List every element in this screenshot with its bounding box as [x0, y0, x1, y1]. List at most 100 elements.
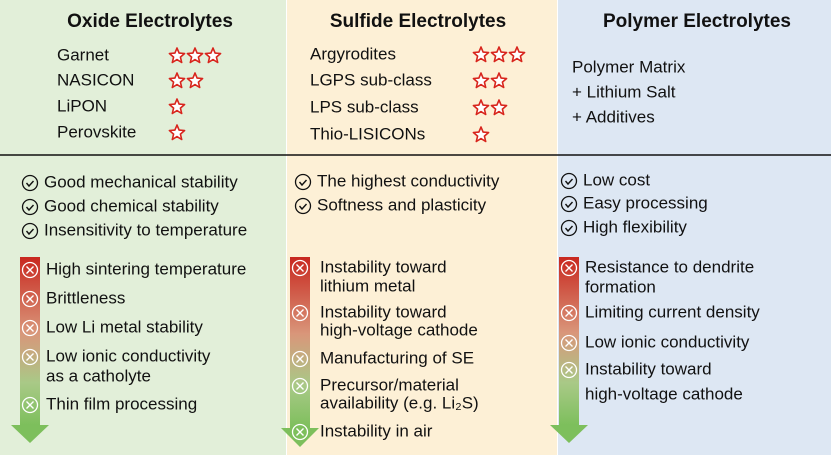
check-icon — [560, 219, 578, 237]
gradient-arrow-shaft — [20, 257, 40, 425]
con-text: Precursor/material — [320, 375, 459, 394]
star — [204, 47, 222, 64]
cross-mark — [565, 339, 573, 347]
check-icon — [21, 222, 39, 240]
check-mark — [564, 225, 574, 233]
con-text: availability (e.g. Li₂S) — [320, 393, 479, 412]
star-rating — [168, 47, 222, 64]
star-rating — [472, 72, 508, 89]
cross-mark — [296, 309, 304, 317]
check-mark — [25, 204, 35, 212]
gradient-arrow-shaft — [559, 257, 579, 425]
material-name: Argyrodites — [310, 44, 396, 63]
con-text: High sintering temperature — [46, 259, 246, 278]
gradient-arrow-head — [550, 425, 588, 443]
cross-mark — [296, 382, 304, 390]
cross-mark — [296, 428, 304, 436]
cross-mark — [26, 266, 34, 274]
check-icon — [294, 197, 312, 215]
con-text: as a catholyte — [46, 366, 151, 385]
star-rating — [168, 124, 186, 141]
star-rating — [472, 126, 490, 143]
material-name: Perovskite — [57, 122, 136, 141]
star — [168, 47, 186, 64]
con-text: Instability toward — [320, 302, 447, 321]
star-rating — [168, 98, 186, 115]
con-text: Resistance to dendrite — [585, 257, 754, 276]
star — [472, 126, 490, 143]
cross-icon — [21, 261, 39, 279]
con-text: lithium metal — [320, 276, 415, 295]
cross-icon — [291, 350, 309, 368]
check-icon — [560, 172, 578, 190]
pro-text: Low cost — [583, 170, 650, 189]
column-background — [0, 0, 286, 455]
cross-icon — [291, 377, 309, 395]
gradient-arrow-head — [11, 425, 49, 443]
composition-line: Polymer Matrix — [572, 57, 686, 76]
cross-icon — [291, 423, 309, 441]
pro-text: High flexibility — [583, 217, 687, 236]
cross-icon — [560, 259, 578, 277]
cross-icon — [560, 334, 578, 352]
check-mark — [298, 203, 308, 211]
con-text: Instability toward — [585, 359, 712, 378]
con-text: high-voltage cathode — [585, 384, 743, 403]
cross-icon — [21, 348, 39, 366]
star — [508, 46, 526, 63]
check-icon — [21, 174, 39, 192]
cross-icon — [560, 304, 578, 322]
star — [168, 72, 186, 89]
con-text: Low ionic conductivity — [46, 346, 211, 365]
star — [168, 124, 186, 141]
con-text: Low ionic conductivity — [585, 332, 750, 351]
star-rating — [168, 72, 204, 89]
column-title: Oxide Electrolytes — [67, 11, 233, 32]
composition-line: + Lithium Salt — [572, 82, 676, 101]
cross-mark — [26, 295, 34, 303]
cross-icon — [21, 319, 39, 337]
star-rating — [472, 99, 508, 116]
column-background — [558, 0, 831, 455]
check-mark — [298, 179, 308, 187]
con-text: formation — [585, 277, 656, 296]
material-name: Thio-LISICONs — [310, 124, 425, 143]
material-name: LPS sub-class — [310, 97, 419, 116]
con-text: Limiting current density — [585, 302, 760, 321]
material-name: LiPON — [57, 96, 107, 115]
pro-text: Good chemical stability — [44, 196, 219, 215]
check-icon — [294, 173, 312, 191]
star-rating — [472, 46, 526, 63]
gradient-arrow-head — [281, 428, 319, 447]
star — [472, 46, 490, 63]
star — [472, 99, 490, 116]
cross-mark — [296, 355, 304, 363]
con-text: Low Li metal stability — [46, 317, 203, 336]
cross-icon — [291, 259, 309, 277]
cross-mark — [26, 324, 34, 332]
star — [186, 47, 204, 64]
con-text: Instability toward — [320, 257, 447, 276]
pro-text: Insensitivity to temperature — [44, 220, 247, 239]
composition-line: + Additives — [572, 107, 655, 126]
star — [490, 46, 508, 63]
star — [472, 72, 490, 89]
cross-mark — [26, 401, 34, 409]
cross-mark — [26, 353, 34, 361]
pro-text: Easy processing — [583, 193, 708, 212]
cross-icon — [291, 304, 309, 322]
check-mark — [564, 178, 574, 186]
cross-icon — [21, 290, 39, 308]
cross-icon — [21, 396, 39, 414]
material-name: NASICON — [57, 70, 134, 89]
column-title: Sulfide Electrolytes — [330, 11, 506, 32]
check-icon — [560, 195, 578, 213]
cross-mark — [296, 264, 304, 272]
con-text: Manufacturing of SE — [320, 348, 474, 367]
check-mark — [564, 201, 574, 209]
pro-text: Softness and plasticity — [317, 195, 487, 214]
column-title: Polymer Electrolytes — [603, 11, 791, 32]
con-text: Thin film processing — [46, 394, 197, 413]
check-mark — [25, 228, 35, 236]
